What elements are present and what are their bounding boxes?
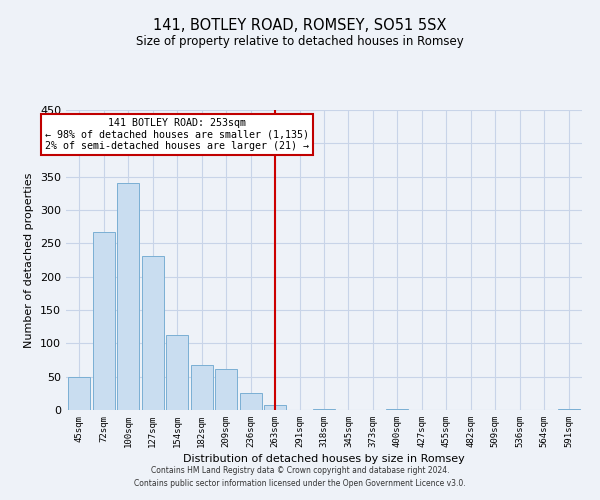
- Bar: [215, 368, 237, 410]
- Text: Contains HM Land Registry data © Crown copyright and database right 2024.
Contai: Contains HM Land Registry data © Crown c…: [134, 466, 466, 487]
- Text: 141 BOTLEY ROAD: 253sqm
← 98% of detached houses are smaller (1,135)
2% of semi-: 141 BOTLEY ROAD: 253sqm ← 98% of detache…: [45, 118, 309, 151]
- Bar: [68, 378, 91, 410]
- Text: 141, BOTLEY ROAD, ROMSEY, SO51 5SX: 141, BOTLEY ROAD, ROMSEY, SO51 5SX: [153, 18, 447, 32]
- Bar: [142, 256, 164, 410]
- Bar: [313, 408, 335, 410]
- Bar: [118, 184, 139, 410]
- Bar: [166, 334, 188, 410]
- Bar: [264, 406, 286, 410]
- X-axis label: Distribution of detached houses by size in Romsey: Distribution of detached houses by size …: [183, 454, 465, 464]
- Text: Size of property relative to detached houses in Romsey: Size of property relative to detached ho…: [136, 35, 464, 48]
- Bar: [557, 408, 580, 410]
- Bar: [93, 232, 115, 410]
- Y-axis label: Number of detached properties: Number of detached properties: [25, 172, 34, 348]
- Bar: [239, 394, 262, 410]
- Bar: [191, 366, 213, 410]
